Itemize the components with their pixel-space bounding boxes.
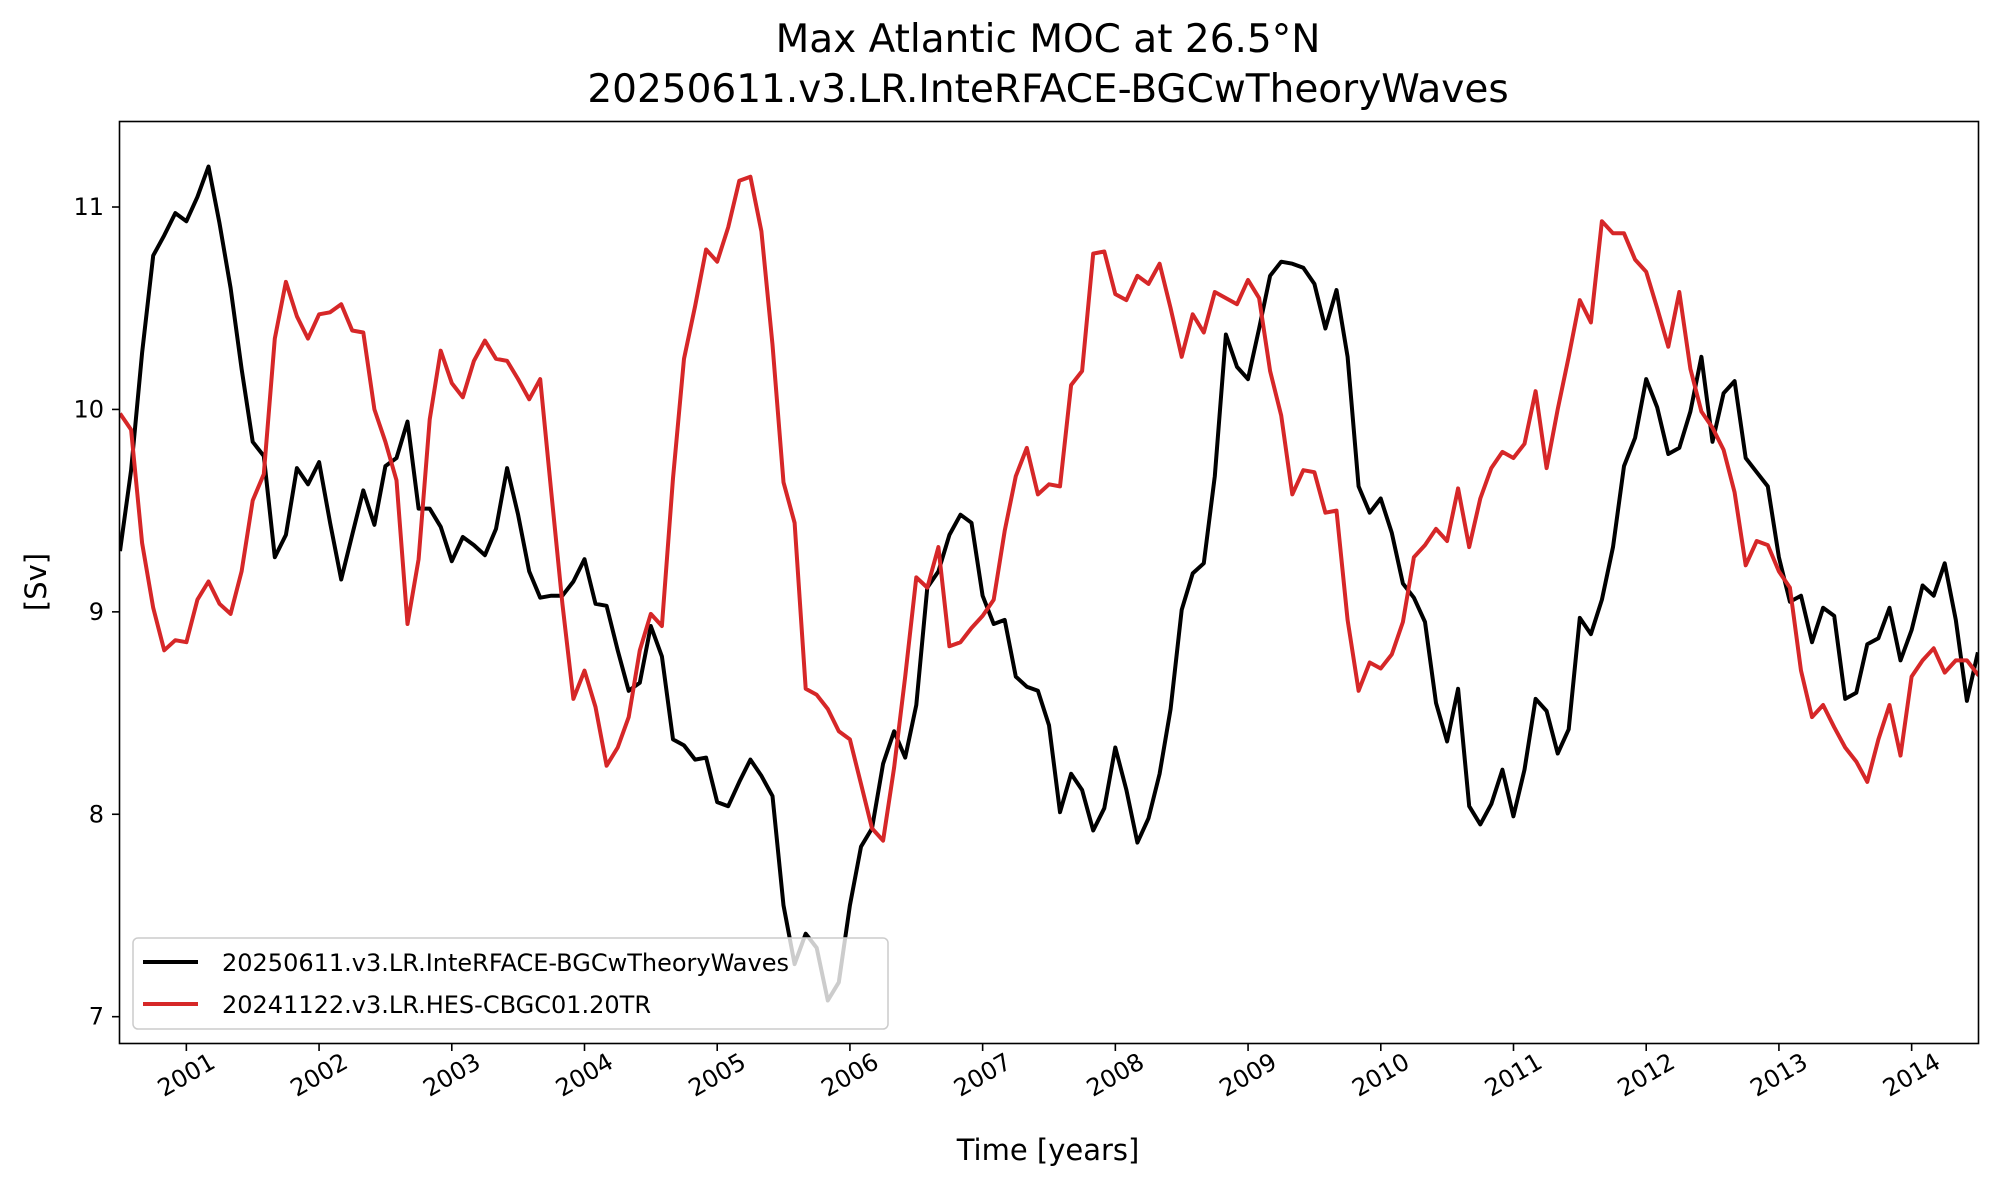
y-tick-label: 11 [73, 193, 104, 221]
x-axis-label: Time [years] [956, 1133, 1140, 1167]
legend-label-interface: 20250611.v3.LR.InteRFACE-BGCwTheoryWaves [222, 949, 789, 977]
y-tick-label: 10 [73, 395, 104, 423]
y-tick-label: 8 [89, 800, 104, 828]
y-axis-label: [Sv] [19, 553, 53, 611]
legend: 20250611.v3.LR.InteRFACE-BGCwTheoryWaves… [132, 937, 889, 1030]
y-axis-ticks: 7 8 9 10 11 [73, 193, 120, 1031]
chart-subtitle: 20250611.v3.LR.InteRFACE-BGCwTheoryWaves [587, 67, 1508, 112]
series-line-interface [120, 164, 1978, 1003]
series-lines [120, 164, 1978, 1003]
chart-title: Max Atlantic MOC at 26.5°N [776, 17, 1321, 62]
legend-box [132, 937, 889, 1030]
legend-label-hes: 20241122.v3.LR.HES-CBGC01.20TR [222, 991, 651, 1019]
plot-area-frame [118, 120, 1980, 1045]
y-tick-label: 9 [89, 598, 104, 626]
y-tick-label: 7 [89, 1003, 104, 1031]
series-line-hes [120, 174, 1978, 843]
